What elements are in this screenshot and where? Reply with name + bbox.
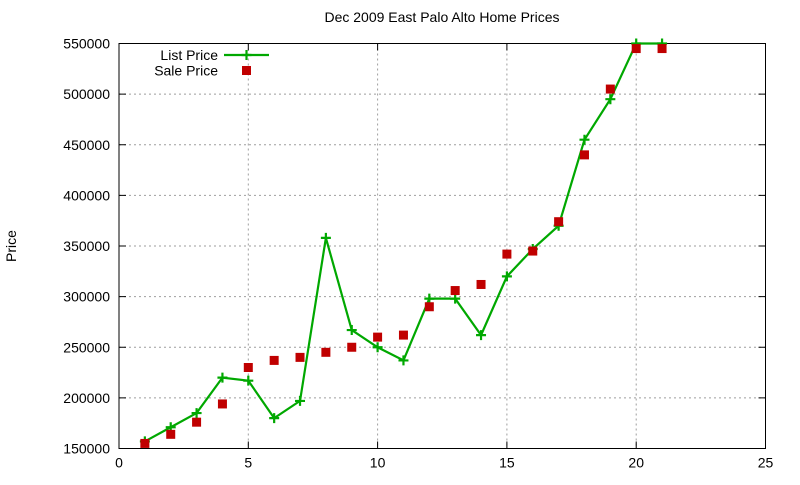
list-price-point bbox=[450, 293, 461, 304]
sale-price-point bbox=[657, 44, 667, 54]
legend-sample-plus bbox=[241, 50, 252, 60]
y-axis-label: Price bbox=[3, 230, 19, 262]
legend-sample-square bbox=[242, 66, 251, 75]
sale-price-point bbox=[398, 330, 408, 340]
list-price-point bbox=[191, 408, 202, 419]
y-tick-label: 450000 bbox=[63, 137, 110, 153]
sale-price-point bbox=[217, 399, 227, 409]
list-price-point bbox=[501, 271, 512, 282]
list-price-point bbox=[243, 375, 254, 386]
x-tick-label: 5 bbox=[244, 455, 252, 471]
x-tick-label: 0 bbox=[115, 455, 123, 471]
sale-price-point bbox=[631, 44, 641, 54]
sale-price-point bbox=[140, 438, 150, 448]
sale-price-point bbox=[579, 150, 589, 160]
list-price-point bbox=[579, 134, 590, 145]
sale-price-point bbox=[502, 249, 512, 259]
list-price-point bbox=[605, 94, 616, 105]
y-tick-label: 550000 bbox=[63, 36, 110, 52]
sale-price-point bbox=[321, 347, 331, 357]
sale-price-point bbox=[295, 352, 305, 362]
legend-label-list-price: List Price bbox=[160, 47, 218, 63]
list-price-point bbox=[320, 232, 331, 243]
list-price-point bbox=[424, 293, 435, 304]
list-price-point bbox=[398, 355, 409, 366]
plot-area: 0 5 10 15 20 25 150000 200000 250000 300000 350000… bbox=[63, 36, 773, 471]
y-tick-label: 200000 bbox=[63, 390, 110, 406]
list-price-point bbox=[269, 413, 280, 424]
y-tick-label: 500000 bbox=[63, 86, 110, 102]
y-tick-label: 300000 bbox=[63, 289, 110, 305]
sale-price-point bbox=[605, 84, 615, 94]
sale-price-point bbox=[476, 279, 486, 289]
x-tick-label: 25 bbox=[758, 455, 774, 471]
x-tick-label: 20 bbox=[628, 455, 644, 471]
sale-price-point bbox=[192, 417, 202, 427]
sale-price-point bbox=[554, 217, 564, 227]
sale-price-point bbox=[347, 342, 357, 352]
y-tick-label: 150000 bbox=[63, 441, 110, 457]
sale-price-point bbox=[269, 355, 279, 365]
list-price-point bbox=[476, 330, 487, 341]
sale-price-point bbox=[373, 332, 383, 342]
sale-price-point bbox=[243, 363, 253, 372]
chart-title: Dec 2009 East Palo Alto Home Prices bbox=[324, 9, 559, 25]
list-price-point bbox=[217, 372, 228, 383]
sale-price-point bbox=[166, 429, 176, 439]
y-tick-label: 250000 bbox=[63, 339, 110, 355]
sale-price-point bbox=[450, 286, 460, 296]
legend-label-sale-price: Sale Price bbox=[154, 63, 218, 79]
y-tick-label: 350000 bbox=[63, 238, 110, 254]
list-price-point bbox=[372, 342, 383, 353]
x-tick-label: 10 bbox=[370, 455, 386, 471]
y-tick-label: 400000 bbox=[63, 187, 110, 203]
sale-price-point bbox=[528, 246, 538, 256]
list-price-point bbox=[295, 395, 306, 406]
x-tick-label: 15 bbox=[499, 455, 515, 471]
sale-price-point bbox=[424, 302, 434, 312]
list-price-point bbox=[346, 325, 357, 336]
